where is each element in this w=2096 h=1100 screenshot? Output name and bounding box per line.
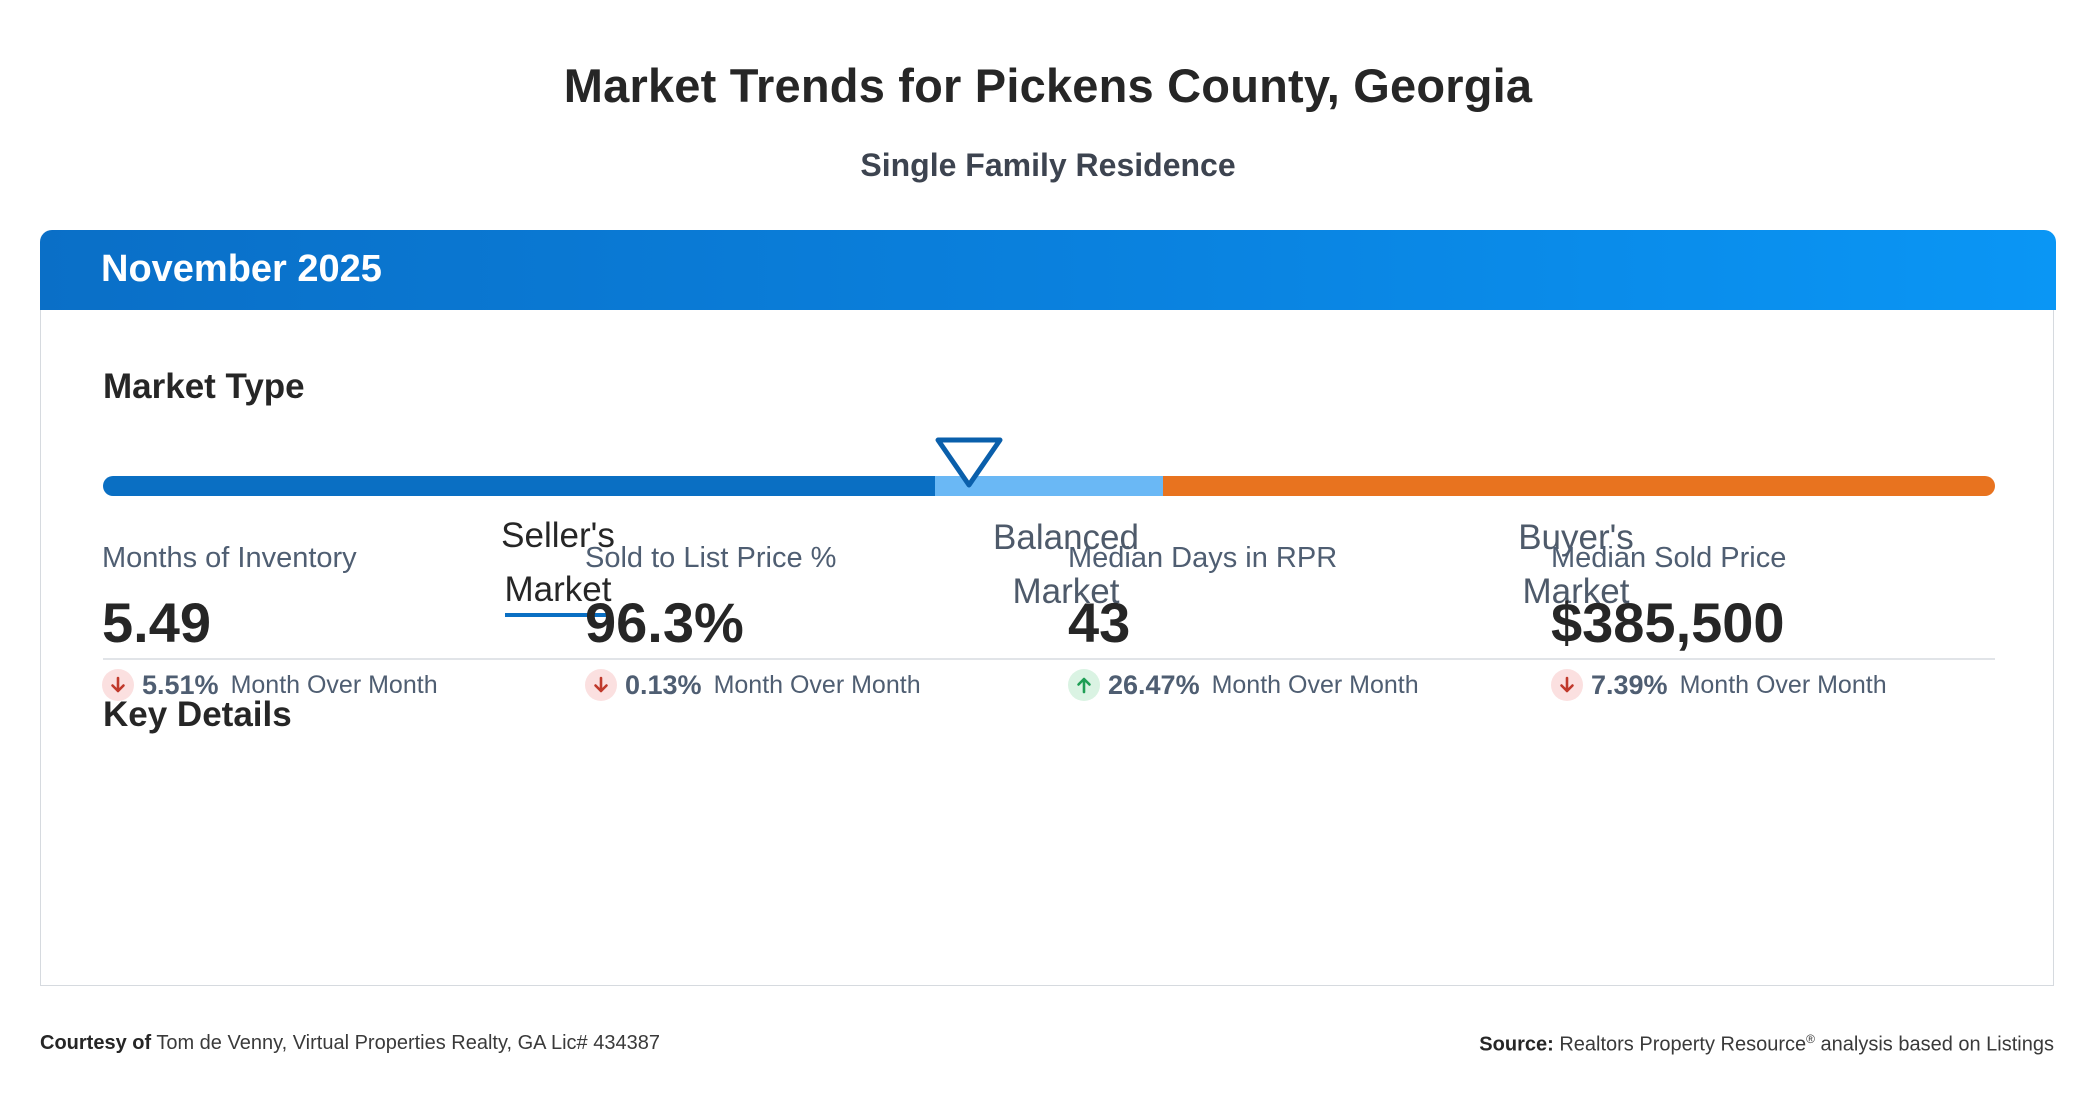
balanced-segment (935, 476, 1163, 496)
metric-label: Median Days in RPR (1068, 542, 1338, 574)
source-note: Source: Realtors Property Resource® anal… (1479, 1032, 2054, 1056)
market-type-title: Market Type (103, 367, 305, 406)
metric-sold-to-list: Sold to List Price % 96.3% 0.13% Month O… (585, 540, 1055, 702)
metric-label: Median Sold Price (1551, 542, 1787, 574)
key-details-title: Key Details (103, 695, 292, 734)
page-title: Market Trends for Pickens County, Georgi… (563, 59, 1533, 112)
market-card: November 2025 Market Type Seller's Marke… (40, 230, 2056, 986)
period-title: November 2025 (101, 248, 382, 290)
arrow-down-icon (585, 669, 617, 701)
metric-value: 5.49 (102, 591, 211, 654)
balanced-market-label: Balanced Market (993, 518, 1139, 611)
arrow-up-icon (1068, 669, 1100, 701)
metric-value: 96.3% (585, 591, 744, 654)
seller-segment (103, 476, 935, 496)
metric-label: Sold to List Price % (585, 542, 837, 574)
market-type-bar (103, 476, 1995, 496)
metric-months-of-inventory: Months of Inventory 5.49 5.51% Month Ove… (102, 540, 572, 702)
section-divider (103, 658, 1995, 660)
card-header: November 2025 (40, 230, 2056, 310)
metric-median-days: Median Days in RPR 43 26.47% Month Over … (1068, 540, 1538, 702)
metric-change: 5.51% Month Over Month (102, 668, 572, 702)
metric-median-sold-price: Median Sold Price $385,500 7.39% Month O… (1551, 540, 2021, 702)
metric-change: 7.39% Month Over Month (1551, 668, 2021, 702)
metric-value: 43 (1068, 591, 1131, 654)
courtesy-note: Courtesy of Tom de Venny, Virtual Proper… (40, 1032, 660, 1054)
metric-label: Months of Inventory (102, 542, 357, 574)
buyer-segment (1163, 476, 1995, 496)
metric-change: 0.13% Month Over Month (585, 668, 1055, 702)
metric-change: 26.47% Month Over Month (1068, 668, 1538, 702)
page-subtitle: Single Family Residence (860, 147, 1236, 183)
market-indicator-icon (935, 437, 1003, 488)
arrow-down-icon (1551, 669, 1583, 701)
buyer-market-label: Buyer's Market (1518, 518, 1634, 611)
seller-market-label: Seller's Market (458, 509, 658, 617)
metric-value: $385,500 (1551, 591, 1785, 654)
arrow-down-icon (102, 669, 134, 701)
